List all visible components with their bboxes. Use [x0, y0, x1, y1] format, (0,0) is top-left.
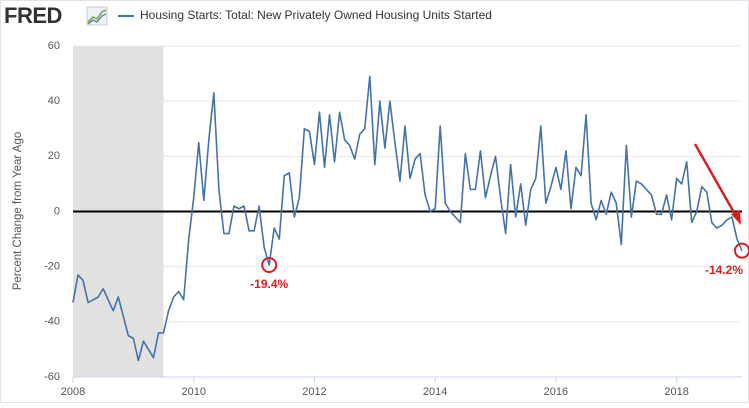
y-tick-label: 0 [54, 205, 60, 217]
y-tick-label: 20 [48, 150, 60, 162]
x-tick-label: 2010 [181, 386, 205, 398]
y-tick-label: 60 [48, 40, 60, 52]
annotation-circle [261, 257, 278, 274]
x-tick-label: 2014 [423, 386, 447, 398]
y-tick-label: -60 [44, 371, 60, 383]
y-tick-label: -20 [44, 261, 60, 273]
y-tick-label: -40 [44, 316, 60, 328]
annotation-circle [734, 242, 749, 259]
x-tick-label: 2012 [302, 386, 326, 398]
trend-arrow [693, 143, 741, 225]
y-axis-label: Percent Change from Year Ago [12, 132, 24, 291]
data-line [72, 75, 743, 362]
y-tick-label: 40 [48, 95, 60, 107]
x-tick-label: 2008 [61, 386, 85, 398]
plot-layer: -19.4% -14.2% [72, 75, 749, 362]
logo-text: FRED [4, 3, 62, 28]
annotation-label: -19.4% [250, 277, 288, 291]
logo-icon [86, 6, 108, 26]
x-tick-label: 2018 [664, 386, 688, 398]
legend-label: Housing Starts: Total: New Privately Own… [140, 8, 492, 22]
annotation-label: -14.2% [705, 263, 743, 277]
x-tick-label: 2016 [544, 386, 568, 398]
